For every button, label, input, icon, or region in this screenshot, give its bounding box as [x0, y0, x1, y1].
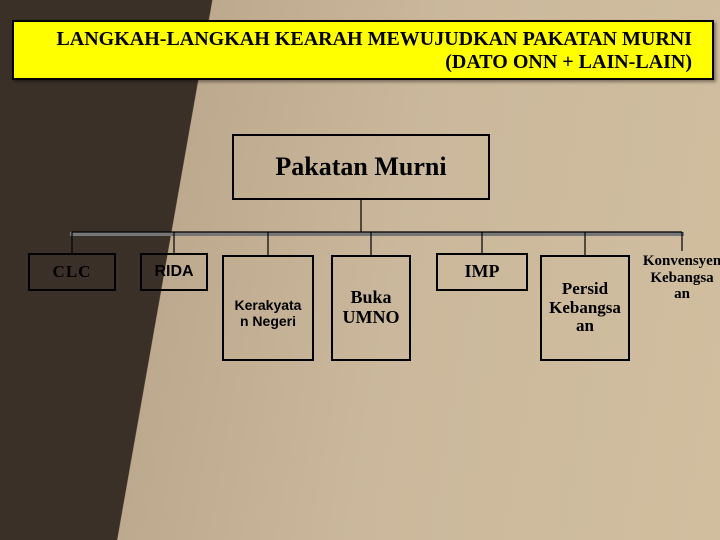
- header-banner: LANGKAH-LANGKAH KEARAH MEWUJUDKAN PAKATA…: [12, 20, 714, 80]
- node-buka: BukaUMNO: [331, 255, 411, 361]
- node-rida: RIDA: [140, 253, 208, 291]
- root-label: Pakatan Murni: [275, 152, 446, 182]
- node-konven-label: KonvensyenKebangsaan: [643, 253, 720, 303]
- node-buka-label: BukaUMNO: [343, 288, 400, 328]
- node-kerak: Kerakyatan Negeri: [222, 255, 314, 361]
- node-rida-label: RIDA: [154, 263, 193, 281]
- node-imp-label: IMP: [465, 262, 500, 282]
- node-imp: IMP: [436, 253, 528, 291]
- root-node: Pakatan Murni: [232, 134, 490, 200]
- node-clc-label: CLC: [53, 263, 92, 282]
- node-persid: PersidKebangsaan: [540, 255, 630, 361]
- node-persid-label: PersidKebangsaan: [549, 280, 621, 336]
- header-line2: (DATO ONN + LAIN-LAIN): [24, 51, 692, 74]
- node-kerak-label: Kerakyatan Negeri: [235, 298, 302, 329]
- node-clc: CLC: [28, 253, 116, 291]
- node-konven: KonvensyenKebangsaan: [641, 251, 720, 357]
- header-line1: LANGKAH-LANGKAH KEARAH MEWUJUDKAN PAKATA…: [24, 28, 692, 51]
